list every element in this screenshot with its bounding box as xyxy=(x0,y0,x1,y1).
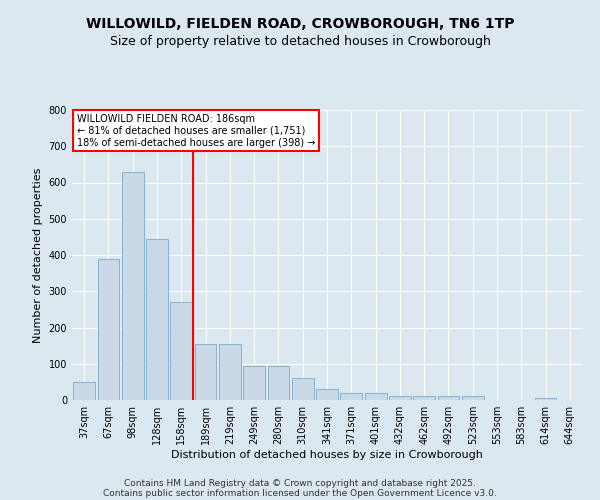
Bar xyxy=(462,396,484,400)
Bar xyxy=(316,389,338,400)
Text: Size of property relative to detached houses in Crowborough: Size of property relative to detached ho… xyxy=(110,35,490,48)
Bar xyxy=(219,344,241,400)
Bar xyxy=(268,366,289,400)
Bar xyxy=(340,393,362,400)
Bar xyxy=(97,258,119,400)
Text: Contains public sector information licensed under the Open Government Licence v3: Contains public sector information licen… xyxy=(103,488,497,498)
Bar xyxy=(437,396,460,400)
Bar xyxy=(170,302,192,400)
Bar xyxy=(194,344,217,400)
X-axis label: Distribution of detached houses by size in Crowborough: Distribution of detached houses by size … xyxy=(171,450,483,460)
Bar xyxy=(389,396,411,400)
Text: Contains HM Land Registry data © Crown copyright and database right 2025.: Contains HM Land Registry data © Crown c… xyxy=(124,478,476,488)
Bar xyxy=(292,378,314,400)
Bar xyxy=(122,172,143,400)
Bar xyxy=(243,366,265,400)
Bar xyxy=(146,238,168,400)
Bar xyxy=(535,398,556,400)
Bar xyxy=(73,382,95,400)
Y-axis label: Number of detached properties: Number of detached properties xyxy=(33,168,43,342)
Bar xyxy=(365,393,386,400)
Text: WILLOWILD, FIELDEN ROAD, CROWBOROUGH, TN6 1TP: WILLOWILD, FIELDEN ROAD, CROWBOROUGH, TN… xyxy=(86,18,514,32)
Bar xyxy=(413,396,435,400)
Text: WILLOWILD FIELDEN ROAD: 186sqm
← 81% of detached houses are smaller (1,751)
18% : WILLOWILD FIELDEN ROAD: 186sqm ← 81% of … xyxy=(77,114,316,148)
